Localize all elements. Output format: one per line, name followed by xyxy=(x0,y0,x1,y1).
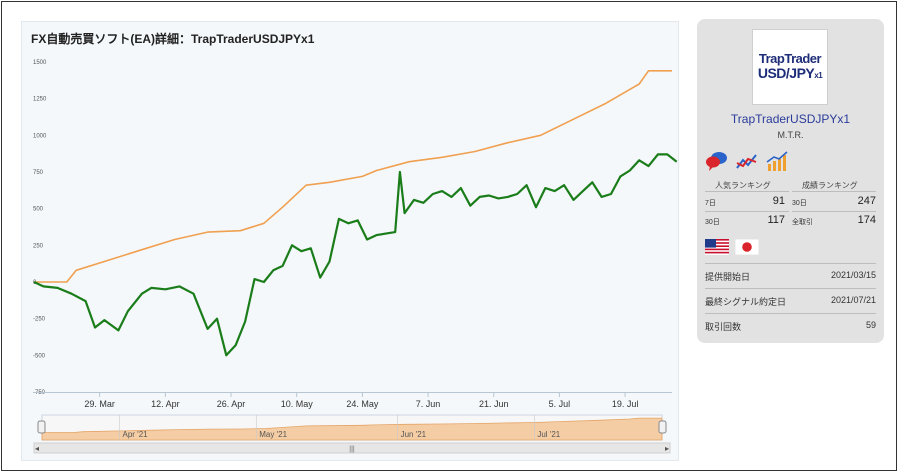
y-tick-label: 1250 xyxy=(33,97,47,103)
scroll-right-arrow-icon: ▸ xyxy=(665,444,669,453)
detail-label: 最終シグナル約定日 xyxy=(705,297,787,307)
navigator-area xyxy=(41,417,663,441)
divider xyxy=(705,313,876,314)
popular-rank-row: 30日 117 xyxy=(705,214,785,230)
chat-bubbles-icon xyxy=(705,150,727,172)
x-tick-label: 12. Apr xyxy=(151,399,180,409)
divider xyxy=(792,211,876,212)
detail-value: 2021/07/21 xyxy=(830,295,876,305)
y-tick-label: 750 xyxy=(33,170,44,176)
y-tick-label: 500 xyxy=(33,207,44,213)
detail-value: 2021/03/15 xyxy=(830,270,876,280)
performance-rank-row: 30日 247 xyxy=(792,195,876,211)
divider xyxy=(705,263,876,264)
logo-suffix: x1 xyxy=(814,71,823,80)
navigator-label: May '21 xyxy=(259,430,287,439)
x-tick-label: 7. Jun xyxy=(416,399,441,409)
series-line-orange xyxy=(34,69,672,283)
ea-feature-icons xyxy=(705,150,788,174)
detail-label: 取引回数 xyxy=(705,322,742,332)
rank-label: 7日 xyxy=(705,200,716,207)
navigator-scrollbar[interactable] xyxy=(33,442,671,454)
divider xyxy=(705,191,789,192)
rank-label: 30日 xyxy=(792,200,807,207)
x-tick-label: 29. Mar xyxy=(84,399,115,409)
y-tick-label: 1500 xyxy=(33,60,47,66)
scroll-left-arrow-icon: ◂ xyxy=(35,444,39,453)
x-axis: 29. Mar 12. Apr 26. Apr 10. May 24. May 7. Ju… xyxy=(34,392,672,409)
rank-label: 30日 xyxy=(705,219,720,226)
performance-rank-row: 全取引 174 xyxy=(792,214,876,230)
jp-flag-icon xyxy=(734,238,760,260)
divider xyxy=(792,191,876,192)
y-tick-label: -500 xyxy=(33,353,46,359)
detail-value: 59 xyxy=(865,320,876,330)
rank-value: 247 xyxy=(857,195,876,207)
rank-value: 117 xyxy=(767,214,785,226)
rank-value: 174 xyxy=(857,214,876,226)
bar-chart-icon xyxy=(765,150,788,172)
navigator-label: Jun '21 xyxy=(401,430,427,439)
divider xyxy=(705,211,789,212)
chart-panel: FX自動売買ソフト(EA)詳細：TrapTraderUSDJPYx1 1500 1… xyxy=(21,21,679,461)
detail-row-start-date: 提供開始日 2021/03/15 xyxy=(705,270,876,284)
y-tick-label: 1000 xyxy=(33,133,47,139)
y-tick-label: 250 xyxy=(33,243,44,249)
detail-label: 提供開始日 xyxy=(705,272,751,282)
x-tick-label: 5. Jul xyxy=(549,399,571,409)
logo-line-1: TrapTrader xyxy=(758,51,822,66)
ea-name-link[interactable]: TrapTraderUSDJPYx1 xyxy=(730,112,851,126)
detail-row-trade-count: 取引回数 59 xyxy=(705,320,876,334)
detail-row-last-signal: 最終シグナル約定日 2021/07/21 xyxy=(705,295,876,309)
trend-line-icon xyxy=(735,150,757,172)
series-line-green xyxy=(33,153,678,357)
x-tick-label: 26. Apr xyxy=(217,399,246,409)
rank-label: 全取引 xyxy=(792,219,813,226)
popular-rank-row: 7日 91 xyxy=(705,195,785,211)
navigator-left-handle[interactable] xyxy=(37,420,46,434)
series-layer xyxy=(33,69,678,357)
y-tick-label: -250 xyxy=(33,317,46,323)
navigator-right-handle[interactable] xyxy=(658,420,667,434)
x-tick-label: 24. May xyxy=(346,399,379,409)
performance-ranking-header: 成績ランキング xyxy=(802,181,858,190)
rank-value: 91 xyxy=(772,195,785,207)
currency-flags xyxy=(705,238,760,260)
x-tick-label: 19. Jul xyxy=(612,399,639,409)
logo-pair: USD/JPY xyxy=(757,65,815,81)
scrollbar-grip-icon: ||| xyxy=(349,446,355,453)
ea-author: M.T.R. xyxy=(777,130,804,140)
us-flag-icon xyxy=(705,239,729,260)
popular-ranking-header: 人気ランキング xyxy=(715,181,771,190)
chart-title: FX自動売買ソフト(EA)詳細：TrapTraderUSDJPYx1 xyxy=(31,32,315,46)
logo-line-2: USD/JPYx1 xyxy=(757,65,823,83)
ea-summary-card: TrapTrader USD/JPYx1 TrapTraderUSDJPYx1 … xyxy=(697,19,884,343)
ea-logo[interactable]: TrapTrader USD/JPYx1 xyxy=(752,29,828,105)
x-tick-label: 10. May xyxy=(281,399,314,409)
divider xyxy=(705,288,876,289)
navigator-label: Jul '21 xyxy=(537,430,560,439)
chart-navigator[interactable]: Apr '21 May '21 Jun '21 Jul '21 ◂ ▸ ||| xyxy=(33,414,671,454)
x-tick-label: 21. Jun xyxy=(479,399,509,409)
navigator-label: Apr '21 xyxy=(123,430,149,439)
